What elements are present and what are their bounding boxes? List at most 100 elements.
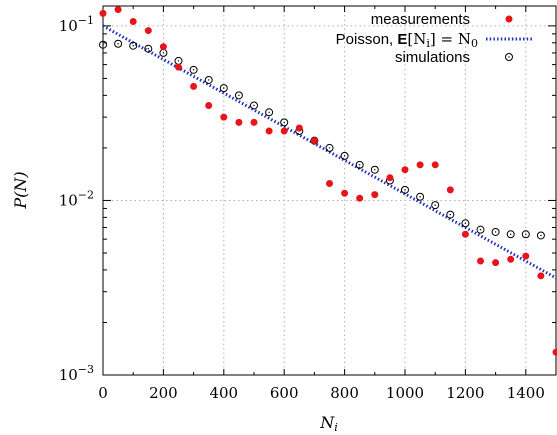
simulation-point-center [404, 189, 406, 191]
measurement-point [537, 272, 545, 280]
legend-label-poisson: Poisson, E[Ni] = N0 [336, 30, 478, 50]
simulation-point [234, 91, 243, 100]
measurement-point [175, 63, 182, 71]
measurement-point [416, 161, 424, 169]
simulation-point-center [253, 104, 255, 107]
measurement-point [401, 166, 409, 174]
legend-poisson-mid: ] = N [430, 30, 471, 48]
simulation-point [325, 143, 334, 152]
simulation-point-center [102, 44, 104, 46]
measurement-point [295, 124, 303, 132]
simulation-point-center [540, 234, 542, 237]
simulation-point-center [147, 48, 149, 50]
x-tick-label: 0 [98, 384, 108, 402]
measurement-point [114, 6, 122, 14]
simulation-point-center [374, 169, 376, 171]
simulation-point [491, 227, 500, 236]
y-tick-label: 10−1 [59, 14, 94, 35]
legend-label-measurements: measurements [371, 11, 470, 28]
measurement-point [205, 101, 213, 109]
x-tick-label: 1400 [507, 384, 545, 402]
simulation-point-center [268, 111, 270, 113]
measurement-point [507, 255, 515, 263]
simulation-point-center [132, 45, 134, 47]
measurement-point [552, 348, 557, 356]
grid [103, 6, 556, 375]
simulation-point-center [223, 87, 225, 89]
simulation-point [401, 185, 409, 194]
simulations-series [99, 39, 545, 240]
simulation-point-center [525, 233, 527, 235]
simulation-point-center [434, 204, 436, 206]
simulation-point [99, 40, 107, 49]
simulation-point-center [177, 60, 180, 62]
simulation-point [446, 210, 455, 219]
simulation-point-center [192, 69, 195, 71]
simulation-point [189, 65, 198, 74]
simulation-point [370, 165, 379, 174]
x-tick-label: 1200 [446, 384, 484, 402]
x-tick-label: 1000 [386, 384, 424, 402]
measurement-point [386, 174, 394, 182]
measurement-point [356, 194, 364, 202]
simulation-point [204, 75, 213, 84]
legend: measurements Poisson, E[Ni] = N0 simulat… [336, 11, 534, 66]
simulation-point [506, 230, 515, 239]
simulation-point [461, 219, 470, 228]
simulation-point-center [494, 231, 497, 233]
legend-marker-measurements [505, 15, 513, 23]
x-tick-label: 600 [270, 384, 299, 402]
measurements-series [99, 6, 557, 356]
legend-marker-simulations [505, 53, 513, 61]
measurement-point [99, 9, 107, 17]
measurement-point [446, 186, 454, 194]
legend-poisson-prefix: Poisson, [336, 31, 398, 48]
measurement-point [220, 113, 228, 121]
simulation-point [114, 39, 123, 48]
simulation-point-center [510, 233, 512, 235]
x-tick-label: 200 [149, 384, 178, 402]
x-tick-label: 800 [330, 384, 359, 402]
measurement-point [310, 137, 318, 145]
legend-poisson-E: E [397, 31, 407, 48]
measurement-point [129, 17, 137, 25]
simulation-point [476, 225, 485, 234]
simulation-point [536, 231, 545, 240]
simulation-point-center [419, 196, 421, 198]
legend-poisson-sub: i [426, 37, 430, 50]
legend-label-simulations: simulations [395, 49, 470, 66]
simulation-point-center [162, 52, 165, 54]
simulation-point [340, 151, 349, 160]
simulation-point-center [359, 164, 361, 166]
measurement-point [326, 180, 333, 188]
measurement-point [235, 118, 243, 126]
measurement-point [431, 161, 439, 169]
simulation-point [521, 230, 530, 239]
simulation-point [431, 201, 440, 210]
measurement-point [492, 259, 500, 267]
simulation-point [416, 192, 425, 201]
simulation-point-center [479, 228, 482, 231]
x-axis-label: Ni [319, 413, 338, 434]
measurement-point [477, 257, 484, 265]
simulation-point-center [238, 94, 240, 97]
simulation-point-center [464, 222, 467, 224]
measurement-point [461, 230, 469, 238]
measurement-point [159, 43, 167, 51]
measurement-point [280, 127, 288, 135]
simulation-point [144, 44, 153, 53]
simulation-point-center [208, 79, 210, 81]
measurement-point [250, 118, 258, 126]
simulation-point [129, 41, 138, 50]
y-axis-label: P(N) [11, 171, 30, 209]
simulation-point-center [328, 147, 331, 149]
y-tick-label: 10−3 [59, 363, 94, 384]
simulation-point [219, 84, 228, 93]
measurement-point [522, 252, 530, 260]
plot-frame [102, 5, 557, 376]
simulation-point [355, 160, 364, 169]
simulation-point [280, 118, 289, 127]
measurement-point [265, 127, 273, 135]
simulation-point [250, 101, 258, 110]
